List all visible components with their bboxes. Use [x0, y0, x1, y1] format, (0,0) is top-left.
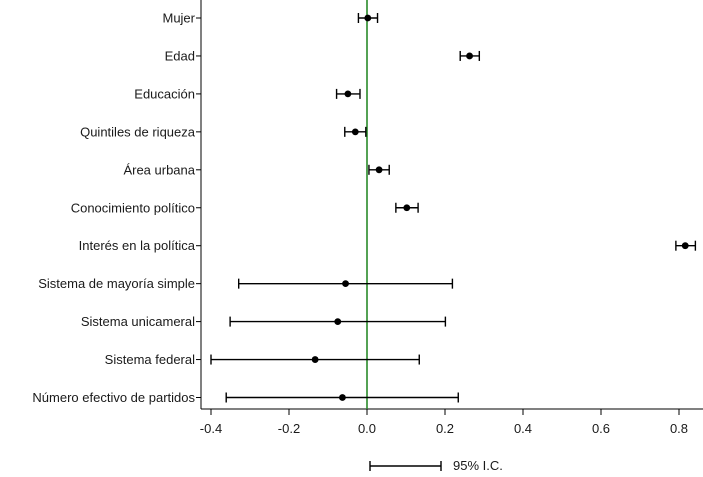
row-label: Sistema federal [105, 352, 195, 367]
point-estimate [344, 90, 352, 98]
legend: 95% I.C. [369, 458, 503, 473]
row-label: Conocimiento político [71, 200, 195, 215]
x-tick-label: -0.4 [200, 421, 222, 436]
row-label: Educación [134, 86, 195, 101]
point-estimate [364, 14, 372, 22]
estimates-group [210, 13, 697, 403]
point-estimate [334, 318, 342, 325]
row-label: Sistema unicameral [81, 314, 195, 329]
point-estimate [351, 128, 359, 136]
x-tick-label: 0.8 [670, 421, 688, 436]
point-estimate [403, 204, 411, 212]
x-tick-label: 0.6 [592, 421, 610, 436]
point-estimate [342, 280, 349, 288]
x-tick-label: 0.0 [358, 421, 376, 436]
point-estimate [466, 52, 473, 60]
row-label: Interés en la política [79, 238, 196, 253]
x-tick-label: 0.2 [436, 421, 454, 436]
row-label: Quintiles de riqueza [80, 124, 196, 139]
x-tick-label: 0.4 [514, 421, 532, 436]
row-label: Edad [165, 48, 195, 63]
row-label: Sistema de mayoría simple [38, 276, 195, 291]
point-estimate [375, 166, 383, 174]
row-label: Área urbana [123, 162, 195, 177]
y-axis: Mujer Edad Educación Quintiles de riqueza Ár… [32, 0, 202, 409]
x-axis: -0.4 -0.2 0.0 0.2 0.4 0.6 0.8 [200, 408, 703, 436]
point-estimate [681, 242, 689, 250]
row-label: Número efectivo de partidos [32, 390, 195, 405]
row-label: Mujer [162, 11, 195, 26]
legend-label: 95% I.C. [453, 458, 503, 473]
point-estimate [311, 356, 319, 363]
point-estimate [339, 394, 346, 401]
x-tick-label: -0.2 [278, 421, 300, 436]
